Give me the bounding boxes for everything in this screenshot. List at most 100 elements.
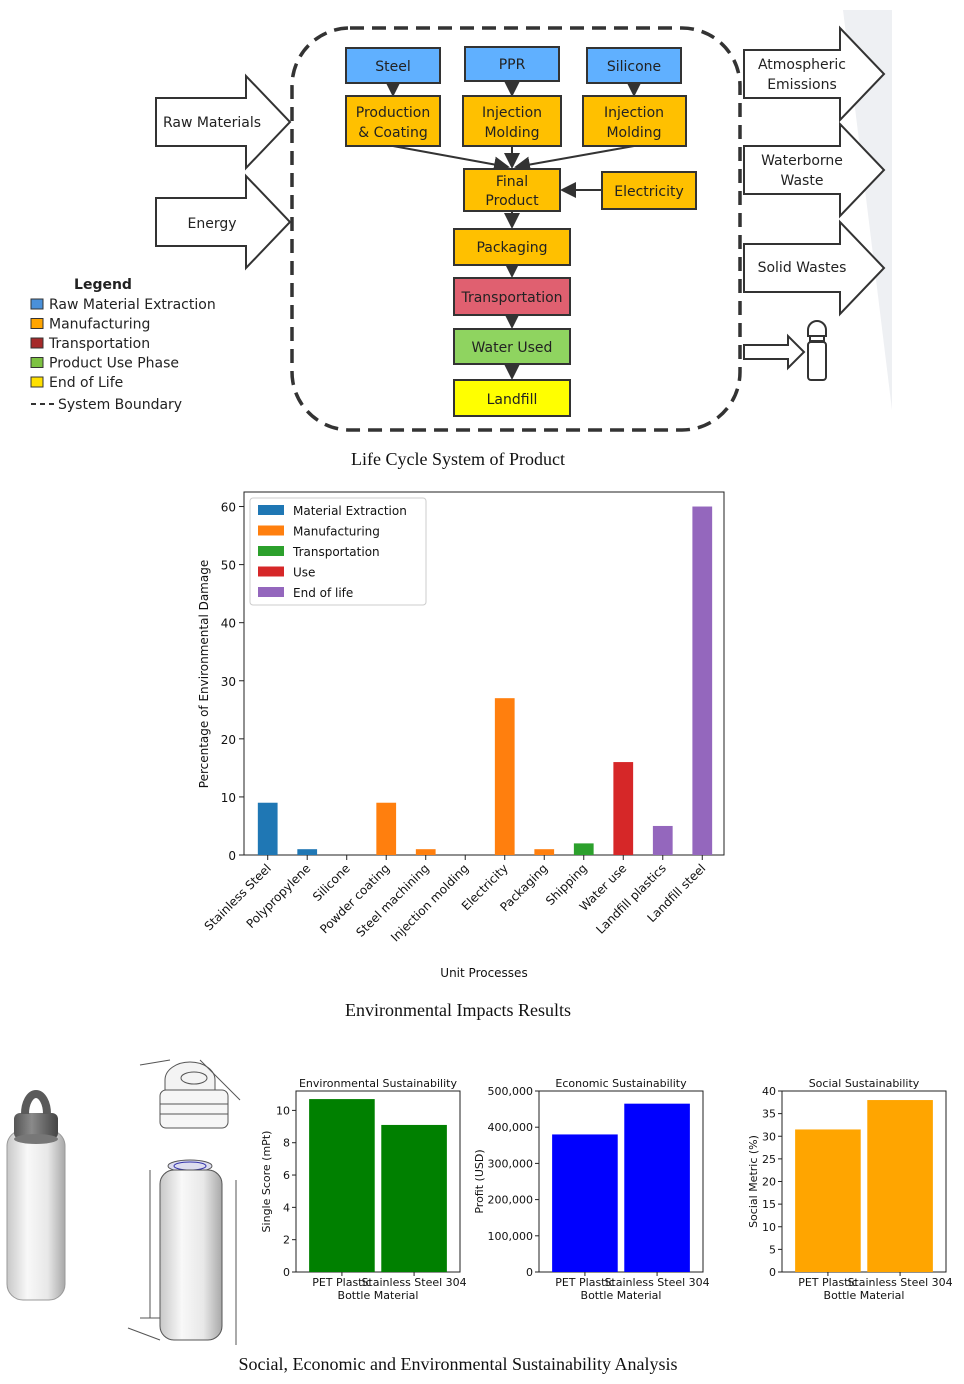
chart-legend bbox=[249, 497, 427, 606]
chart-caption: Environmental Impacts Results bbox=[345, 1000, 571, 1020]
legend-swatch bbox=[30, 376, 44, 388]
y-tick-label: 300,000 bbox=[488, 1157, 534, 1170]
x-tick-label: PET Plastic bbox=[555, 1276, 614, 1289]
box-production-coating: Production & Coating bbox=[345, 95, 441, 147]
bottle-render-photo bbox=[6, 1090, 66, 1301]
bar bbox=[573, 843, 594, 855]
y-tick-label: 20 bbox=[762, 1176, 776, 1189]
diagram-caption: Life Cycle System of Product bbox=[351, 449, 565, 469]
y-tick-label: 50 bbox=[221, 559, 236, 573]
social-sustainability-chart: Social Sustainability 0 5 10 15 20 25 30 35 40 PET… bbox=[747, 1077, 953, 1302]
legend-item-label: End of Life bbox=[49, 375, 123, 391]
legend-entry: Manufacturing bbox=[293, 525, 380, 539]
y-tick-label: 8 bbox=[283, 1137, 290, 1150]
waterborne-label-2: Waste bbox=[781, 173, 824, 189]
legend-swatch bbox=[258, 587, 284, 597]
x-axis-label: Unit Processes bbox=[440, 966, 527, 980]
svg-text:Final: Final bbox=[496, 174, 528, 190]
product-out-arrow bbox=[743, 333, 806, 371]
y-tick-label: 10 bbox=[276, 1104, 290, 1117]
legend-swatch bbox=[258, 566, 284, 577]
svg-text:Transportation: Transportation bbox=[460, 290, 562, 306]
x-tick-label: PET Plastic bbox=[312, 1276, 371, 1289]
bar bbox=[494, 698, 515, 855]
svg-text:Molding: Molding bbox=[484, 125, 539, 141]
y-axis-label: Percentage of Environmental Damage bbox=[197, 560, 211, 788]
atmospheric-emissions-arrow: Atmospheric Emissions bbox=[743, 25, 886, 123]
y-tick-label: 30 bbox=[762, 1130, 776, 1143]
solid-wastes-arrow: Solid Wastes bbox=[743, 219, 886, 317]
legend-entry: Transportation bbox=[292, 545, 380, 559]
svg-text:Molding: Molding bbox=[606, 125, 661, 141]
box-injection-molding-1: Injection Molding bbox=[462, 95, 562, 147]
legend-entry: End of life bbox=[293, 586, 353, 600]
diagram-legend: Legend Raw Material Extraction Manufactur… bbox=[30, 277, 216, 413]
box-silicone: Silicone bbox=[586, 47, 682, 84]
y-tick-label: 30 bbox=[221, 675, 236, 689]
y-tick-label: 35 bbox=[762, 1108, 776, 1121]
x-tick-label: Stainless Steel 304 bbox=[604, 1276, 709, 1289]
y-axis-label: Profit (USD) bbox=[473, 1149, 486, 1213]
legend-entry: Material Extraction bbox=[293, 504, 407, 518]
energy-label: Energy bbox=[187, 216, 236, 232]
y-tick-label: 6 bbox=[283, 1169, 290, 1182]
raw-materials-arrow: Raw Materials bbox=[155, 73, 292, 171]
bar bbox=[376, 802, 397, 855]
y-tick-label: 40 bbox=[762, 1085, 776, 1098]
box-transportation: Transportation bbox=[453, 277, 571, 316]
svg-text:Production: Production bbox=[356, 105, 430, 121]
bar bbox=[415, 849, 436, 855]
y-tick-label: 100,000 bbox=[488, 1230, 534, 1243]
box-water-used: Water Used bbox=[453, 328, 571, 365]
legend-item-label: Transportation bbox=[48, 336, 150, 352]
waterborne-label-1: Waterborne bbox=[761, 153, 843, 169]
y-tick-label: 25 bbox=[762, 1153, 776, 1166]
bar bbox=[867, 1100, 933, 1272]
box-injection-molding-2: Injection Molding bbox=[582, 95, 687, 147]
svg-text:Injection: Injection bbox=[482, 105, 542, 121]
atmospheric-label-1: Atmospheric bbox=[758, 57, 846, 73]
legend-swatch bbox=[258, 525, 284, 536]
legend-entry: Use bbox=[293, 566, 315, 580]
y-tick-label: 0 bbox=[283, 1266, 290, 1279]
y-tick-label: 400,000 bbox=[488, 1121, 534, 1134]
bar bbox=[534, 849, 555, 855]
y-tick-label: 0 bbox=[526, 1266, 533, 1279]
y-tick-label: 200,000 bbox=[488, 1194, 534, 1207]
environmental-sustainability-chart: Environmental Sustainability 0 2 4 6 8 10 PET P… bbox=[260, 1077, 467, 1302]
legend-item-label: Manufacturing bbox=[49, 317, 150, 333]
box-steel: Steel bbox=[345, 47, 441, 84]
y-tick-label: 0 bbox=[228, 849, 236, 863]
bar bbox=[552, 1134, 618, 1272]
legend-title: Legend bbox=[74, 277, 132, 293]
x-tick-label: Steel machining bbox=[353, 861, 431, 939]
x-tick-label: PET Plastic bbox=[798, 1276, 857, 1289]
bar bbox=[624, 1103, 690, 1272]
raw-materials-label: Raw Materials bbox=[163, 115, 261, 131]
svg-text:Steel: Steel bbox=[375, 59, 411, 75]
atmospheric-label-2: Emissions bbox=[767, 77, 837, 93]
chart-title: Economic Sustainability bbox=[555, 1077, 687, 1090]
legend-swatch bbox=[30, 298, 44, 310]
y-tick-label: 10 bbox=[762, 1221, 776, 1234]
box-final-product: Final Product bbox=[463, 168, 561, 212]
y-tick-label: 5 bbox=[769, 1243, 776, 1256]
bottom-caption: Social, Economic and Environmental Susta… bbox=[239, 1354, 678, 1374]
bar bbox=[297, 849, 318, 855]
y-tick-label: 500,000 bbox=[488, 1085, 534, 1098]
svg-text:PPR: PPR bbox=[499, 57, 526, 73]
background-shade bbox=[843, 10, 892, 410]
legend-item-label: Product Use Phase bbox=[49, 356, 179, 372]
bar bbox=[795, 1129, 861, 1272]
y-tick-label: 40 bbox=[221, 617, 236, 631]
svg-text:Water Used: Water Used bbox=[472, 340, 553, 356]
legend-item-label: Raw Material Extraction bbox=[49, 297, 216, 313]
y-tick-label: 60 bbox=[221, 501, 236, 515]
system-boundary bbox=[290, 26, 742, 432]
x-tick-label: Stainless Steel 304 bbox=[361, 1276, 466, 1289]
energy-arrow: Energy bbox=[155, 173, 292, 271]
y-axis-label: Social Metric (%) bbox=[747, 1135, 760, 1228]
bar bbox=[381, 1124, 447, 1272]
y-tick-label: 0 bbox=[769, 1266, 776, 1279]
